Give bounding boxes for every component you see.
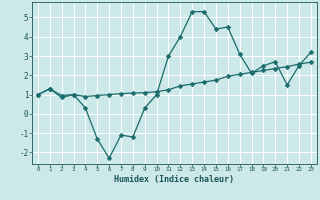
X-axis label: Humidex (Indice chaleur): Humidex (Indice chaleur) (115, 175, 234, 184)
